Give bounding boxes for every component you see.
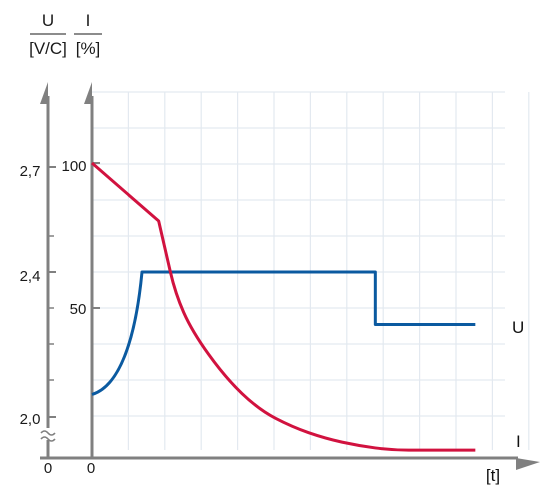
u-axis-break-mark — [40, 430, 56, 436]
series-line-i — [91, 161, 476, 452]
grid — [92, 91, 530, 450]
i-zero-label: 0 — [87, 460, 95, 477]
u-axis-name: U — [42, 11, 54, 30]
axes — [40, 82, 540, 470]
u-axis-unit: [V/C] — [29, 39, 67, 58]
series-label-i: I — [516, 432, 521, 451]
u-tick-2-4: 2,4 — [20, 268, 41, 285]
u-tick-2-7: 2,7 — [20, 163, 41, 180]
u-axis-arrow — [40, 82, 48, 104]
i-axis-name: I — [86, 11, 91, 30]
i-tick-50: 50 — [70, 301, 87, 318]
series — [91, 161, 476, 452]
i-axis-unit: [%] — [76, 39, 101, 58]
x-axis-arrow — [516, 458, 540, 470]
labels: U [V/C] I [%] 2,7 2,4 2,0 100 50 0 0 [t] — [20, 11, 501, 485]
u-zero-label: 0 — [44, 460, 52, 477]
u-tick-2-0: 2,0 — [20, 411, 41, 428]
i-axis-arrow — [84, 82, 92, 104]
series-label-u: U — [512, 318, 524, 337]
series-line-u — [91, 270, 476, 396]
series-labels: U I — [512, 318, 524, 451]
x-axis-label: [t] — [486, 466, 500, 485]
u-axis-break-mark — [40, 436, 56, 442]
i-tick-100: 100 — [61, 158, 86, 175]
